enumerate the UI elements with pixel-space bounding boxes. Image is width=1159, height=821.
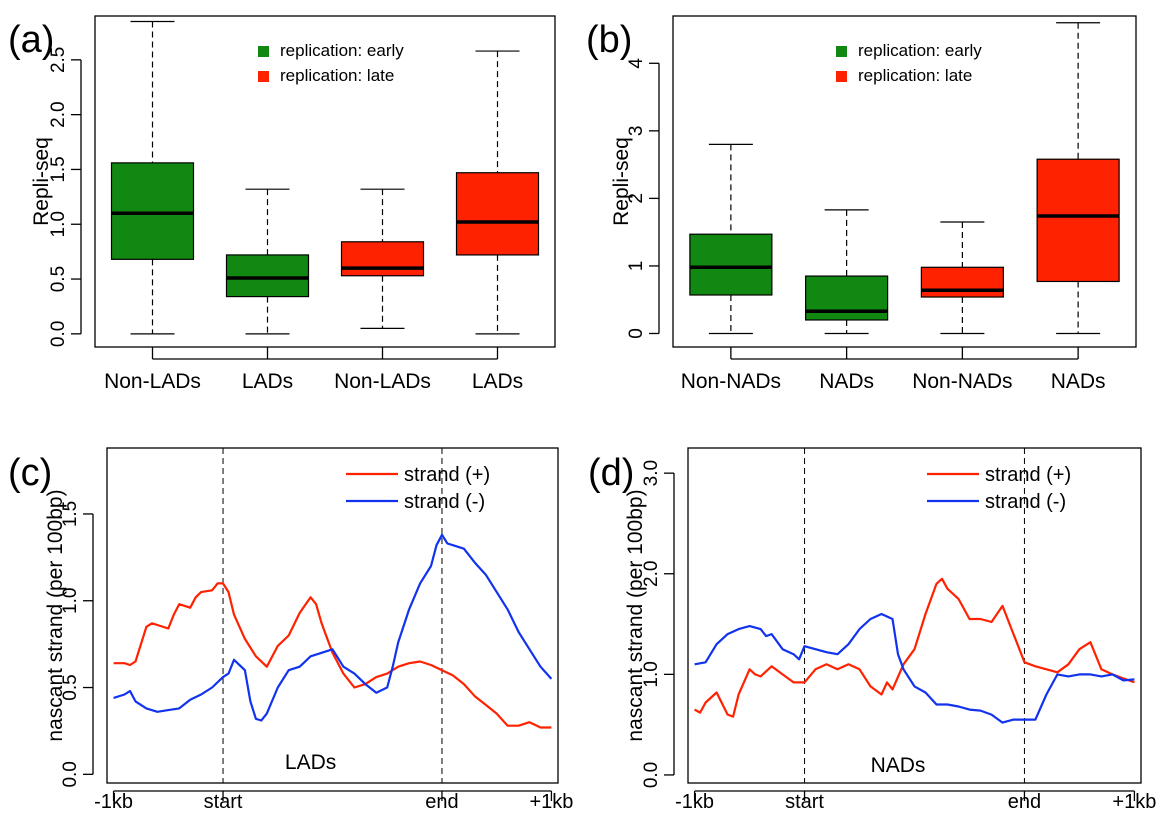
x-category-label: Non-LADs (334, 370, 431, 393)
legend-label: replication: early (858, 41, 982, 60)
y-tick-label: 3 (626, 126, 647, 137)
legend: replication: early replication: late (258, 41, 404, 85)
y-tick-label: 1.0 (641, 661, 662, 687)
x-tick-label: end (425, 791, 458, 813)
y-tick-label: 4 (626, 58, 647, 69)
y-tick-label: 2 (626, 193, 647, 204)
box-3 (920, 221, 1004, 335)
box-body (805, 275, 889, 321)
x-category-label: Non-LADs (104, 370, 201, 393)
x-axis: -1kb start end +1kb (94, 790, 573, 813)
x-tick-label: start (204, 791, 243, 813)
y-axis: 0.0 0.5 1.0 1.5 2.0 2.5 (48, 47, 82, 347)
y-tick-label: 0.5 (60, 674, 81, 700)
y-axis-label: nascant strand (per 100bp) (624, 489, 647, 741)
x-axis: Non-LADs LADs Non-LADs LADs (104, 347, 523, 393)
x-axis: Non-NADs NADs Non-NADs NADs (681, 347, 1106, 393)
x-tick-label: +1kb (529, 791, 573, 813)
y-tick-label: 0.5 (48, 266, 69, 292)
y-tick-label: 0 (626, 328, 647, 339)
series-line-plus-strand (113, 582, 552, 729)
box-1 (689, 143, 773, 335)
legend-label: replication: early (280, 41, 404, 60)
legend-label: strand (+) (985, 464, 1071, 486)
series-line-minus-strand (113, 533, 553, 722)
panel-a: (a) 0.0 0.5 1.0 1.5 2.0 2.5 Repli-seq Non-LADs LA… (8, 15, 556, 393)
x-tick-label: start (785, 791, 824, 813)
plot-frame (672, 15, 1137, 348)
box-2 (225, 188, 310, 335)
y-axis: 0.0 1.0 2.0 3.0 (641, 460, 675, 788)
y-tick-label: 0.0 (641, 762, 662, 788)
x-category-label: Non-NADs (681, 370, 781, 393)
box-4 (455, 50, 540, 335)
box-body (225, 254, 310, 298)
legend: strand (+) strand (-) (346, 464, 490, 513)
x-category-label: NADs (1051, 370, 1106, 393)
y-axis-label: Repli-seq (30, 137, 53, 226)
y-tick-label: 1.0 (48, 211, 69, 237)
box-2 (805, 209, 889, 335)
y-tick-label: 2.0 (641, 561, 662, 587)
box-1 (110, 20, 195, 335)
legend: replication: early replication: late (836, 41, 982, 85)
y-tick-label: 1.5 (60, 501, 81, 527)
x-tick-label: -1kb (94, 791, 133, 813)
legend-label: strand (+) (404, 464, 490, 486)
box-body (1036, 158, 1120, 283)
y-axis: 0.0 0.5 1.0 1.5 (60, 501, 94, 788)
series-line-minus-strand (694, 612, 1135, 724)
y-axis-label: Repli-seq (610, 137, 633, 226)
y-tick-label: 0.0 (48, 321, 69, 347)
plot-frame (687, 447, 1142, 784)
x-tick-label: +1kb (1112, 791, 1156, 813)
y-axis-label: nascant strand (per 100bp) (44, 489, 67, 741)
region-annotation: NADs (871, 754, 926, 777)
panel-b: (b) 0 1 2 3 4 Repli-seq Non-NADs NADs Non-NADs NAD… (586, 15, 1137, 393)
legend: strand (+) strand (-) (927, 464, 1071, 513)
legend-label: replication: late (858, 66, 972, 85)
y-tick-label: 1.5 (48, 156, 69, 182)
x-axis: -1kb start end +1kb (675, 790, 1156, 813)
region-annotation: LADs (285, 751, 336, 774)
plot-frame (106, 447, 559, 784)
panel-d: (d) 0.0 1.0 2.0 3.0 nascant strand (per 100bp… (588, 447, 1156, 813)
box-4 (1036, 22, 1120, 335)
y-tick-label: 2.5 (48, 47, 69, 73)
legend-label: strand (-) (404, 491, 485, 513)
x-tick-label: end (1008, 791, 1041, 813)
legend-swatch (258, 46, 269, 57)
panel-label: (b) (586, 19, 632, 61)
legend-swatch (836, 46, 847, 57)
x-category-label: LADs (472, 370, 523, 393)
panel-label: (a) (8, 19, 54, 61)
y-axis: 0 1 2 3 4 (626, 58, 660, 339)
y-tick-label: 3.0 (641, 460, 662, 486)
legend-swatch (258, 71, 269, 82)
box-body (340, 241, 425, 277)
y-tick-label: 2.0 (48, 101, 69, 127)
x-category-label: NADs (819, 370, 874, 393)
x-category-label: LADs (242, 370, 293, 393)
series-line-plus-strand (694, 577, 1135, 718)
x-tick-label: -1kb (675, 791, 714, 813)
panel-label: (c) (8, 452, 52, 494)
box-body (920, 266, 1004, 298)
y-tick-label: 1 (626, 261, 647, 272)
legend-label: replication: late (280, 66, 394, 85)
panel-label: (d) (588, 452, 634, 494)
x-category-label: Non-NADs (912, 370, 1012, 393)
plot-frame (94, 15, 556, 348)
y-tick-label: 1.0 (60, 588, 81, 614)
y-tick-label: 0.0 (60, 761, 81, 787)
box-3 (340, 188, 425, 329)
legend-label: strand (-) (985, 491, 1066, 513)
box-body (110, 162, 195, 260)
legend-swatch (836, 71, 847, 82)
box-body (455, 172, 540, 256)
box-body (689, 233, 773, 296)
